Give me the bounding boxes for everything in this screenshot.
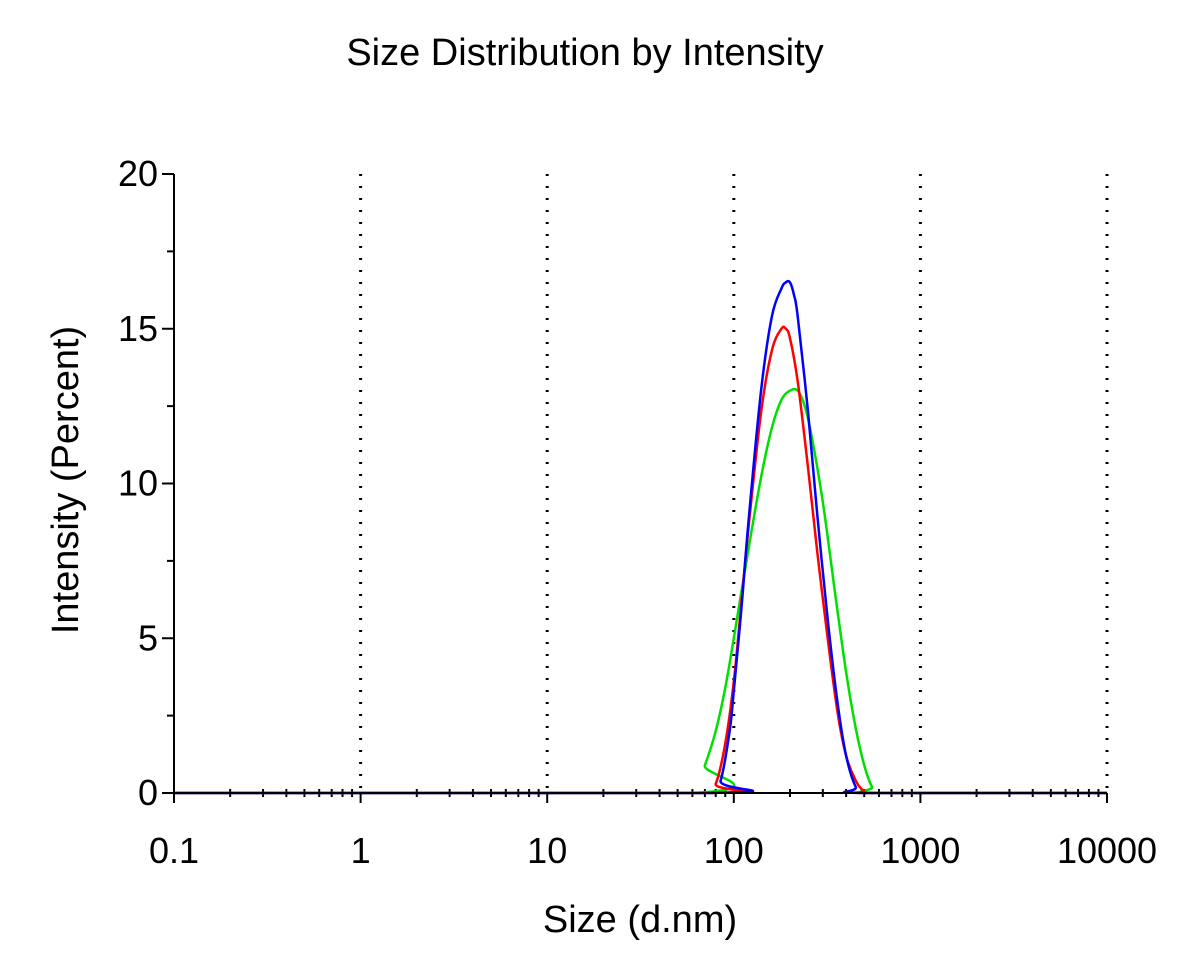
axes — [162, 173, 1108, 803]
y-axis-label: Intensity (Percent) — [45, 326, 87, 634]
y-tick-label: 15 — [118, 308, 158, 349]
x-tick-label: 100 — [704, 830, 764, 871]
x-tick-label: 10 — [527, 830, 567, 871]
minor-ticks — [167, 250, 1100, 797]
x-tick-label: 1 — [351, 830, 371, 871]
x-tick-label: 10000 — [1057, 830, 1157, 871]
series-line — [174, 387, 1107, 795]
y-tick-labels: 0 5 10 15 20 — [118, 153, 158, 813]
series-line — [174, 279, 1107, 795]
chart-title: Size Distribution by Intensity — [346, 32, 823, 74]
x-tick-label: 0.1 — [149, 830, 199, 871]
y-tick-label: 20 — [118, 153, 158, 194]
x-tick-labels: 0.1 1 10 100 1000 10000 — [149, 830, 1157, 871]
y-tick-label: 10 — [118, 463, 158, 504]
x-axis-label: Size (d.nm) — [543, 899, 737, 941]
y-tick-label: 0 — [138, 772, 158, 813]
series-line — [174, 325, 1107, 795]
y-tick-label: 5 — [138, 617, 158, 658]
x-tick-label: 1000 — [880, 830, 960, 871]
series-layer — [174, 279, 1107, 795]
